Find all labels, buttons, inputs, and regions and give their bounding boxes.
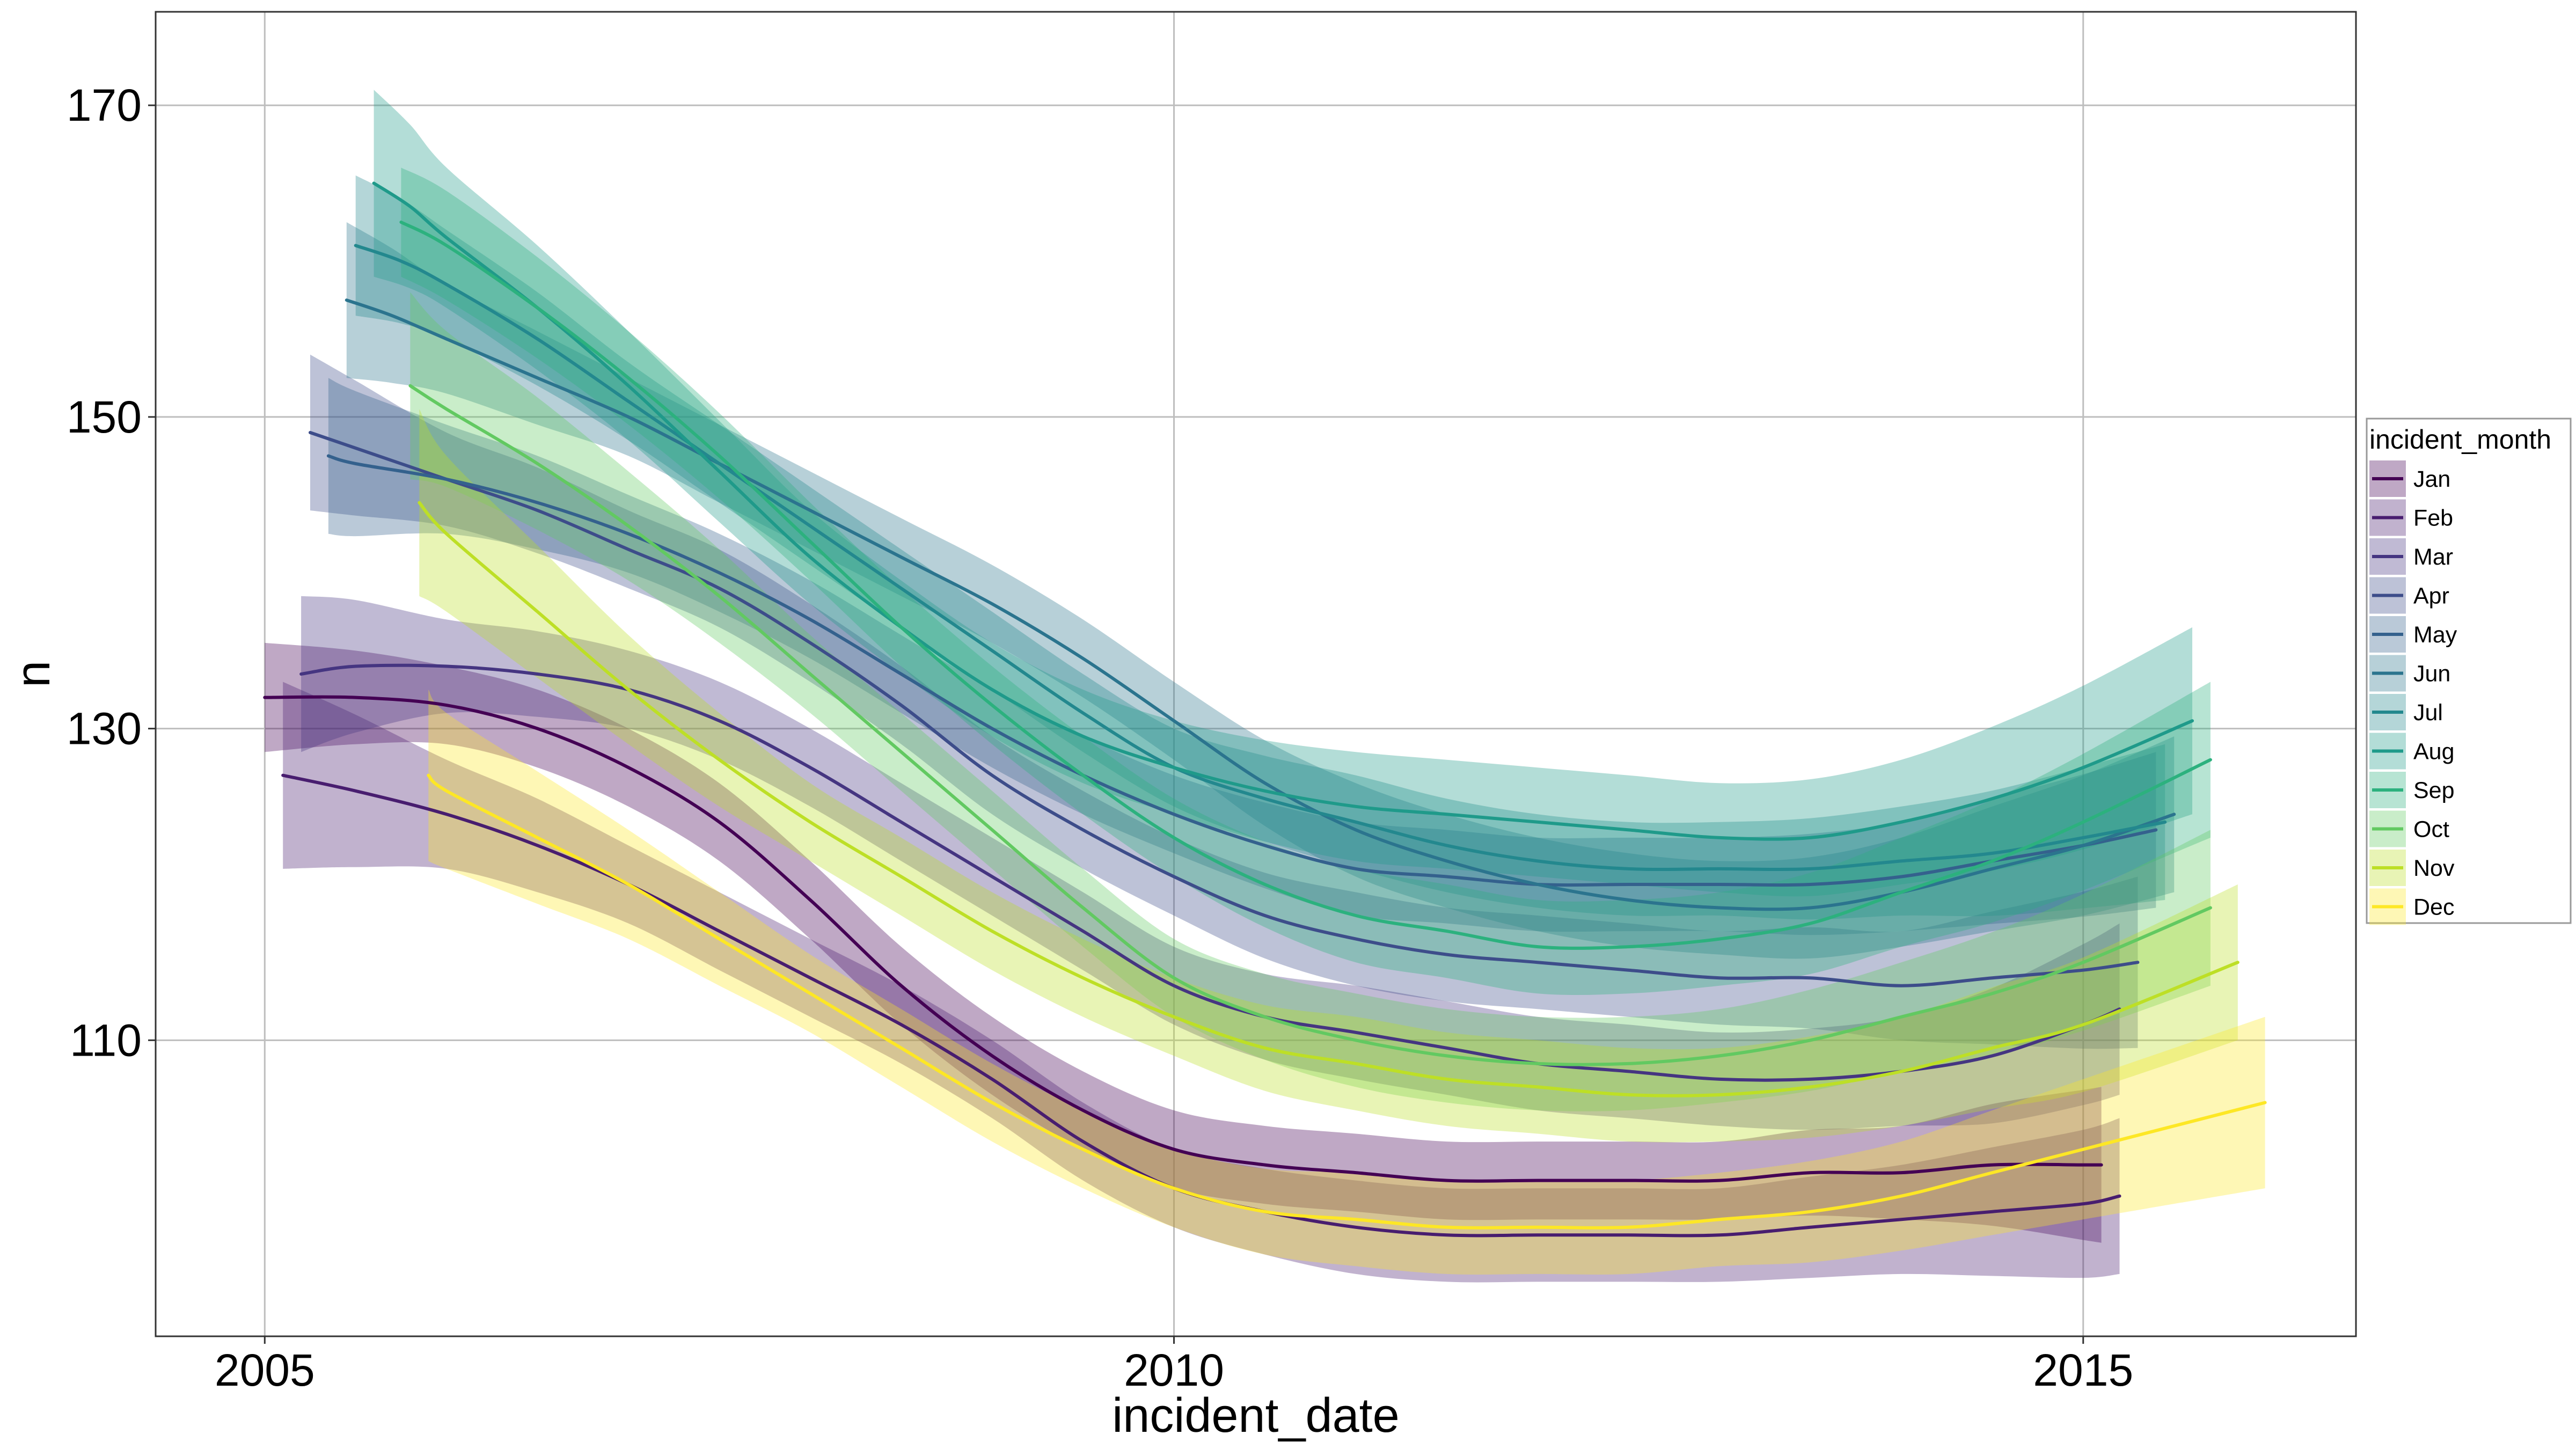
y-axis: 110 130 150 170 xyxy=(67,80,156,1065)
band-jul xyxy=(355,175,2165,920)
band-aug xyxy=(374,90,2192,897)
y-tick-label: 110 xyxy=(70,1015,142,1065)
band-jan xyxy=(265,642,2102,1243)
line-aug xyxy=(372,181,2194,841)
band-nov xyxy=(419,409,2238,1143)
x-axis: 2005 2010 2015 xyxy=(215,1336,2133,1395)
line-apr xyxy=(309,431,2140,987)
legend-label-apr: Apr xyxy=(2413,583,2449,609)
legend-item-feb: Feb xyxy=(2369,499,2453,536)
legend: incident_month Jan Feb Mar Apr May Jun Jul Aug S… xyxy=(2366,418,2572,925)
x-tick-label: 2015 xyxy=(2033,1345,2133,1395)
legend-label-may: May xyxy=(2413,622,2457,648)
y-axis-title: n xyxy=(6,661,60,687)
legend-item-nov: Nov xyxy=(2369,850,2455,886)
legend-label-aug: Aug xyxy=(2413,739,2455,765)
legend-item-apr: Apr xyxy=(2369,577,2449,614)
line-nov xyxy=(418,501,2240,1097)
grid xyxy=(156,12,2356,1336)
line-jun xyxy=(345,298,2176,911)
legend-label-dec: Dec xyxy=(2413,895,2454,920)
line-mar xyxy=(299,663,2121,1082)
x-axis-title: incident_date xyxy=(1112,1389,1399,1443)
line-jul xyxy=(354,244,2167,872)
band-jun xyxy=(346,222,2175,959)
legend-item-oct: Oct xyxy=(2369,810,2449,847)
legend-label-mar: Mar xyxy=(2413,544,2453,570)
band-apr xyxy=(310,354,2138,1049)
legend-label-sep: Sep xyxy=(2413,778,2455,803)
y-tick-label: 150 xyxy=(67,392,142,442)
x-tick-label: 2010 xyxy=(1124,1345,1224,1395)
legend-label-jul: Jul xyxy=(2413,700,2443,726)
legend-item-jan: Jan xyxy=(2369,460,2450,497)
legend-item-sep: Sep xyxy=(2369,772,2455,808)
y-tick-label: 170 xyxy=(67,80,142,130)
plot-border xyxy=(155,11,2357,1337)
legend-label-jan: Jan xyxy=(2413,466,2450,492)
legend-label-jun: Jun xyxy=(2413,661,2450,687)
legend-box xyxy=(2366,418,2572,924)
band-feb xyxy=(283,682,2120,1283)
band-may xyxy=(328,378,2156,935)
legend-item-aug: Aug xyxy=(2369,733,2455,770)
legend-item-mar: Mar xyxy=(2369,538,2453,575)
plot-background xyxy=(156,12,2356,1336)
line-sep xyxy=(399,221,2212,950)
line-dec xyxy=(427,773,2267,1230)
band-oct xyxy=(410,292,2211,1111)
y-tick-label: 130 xyxy=(67,704,142,754)
legend-item-jun: Jun xyxy=(2369,655,2450,692)
legend-item-dec: Dec xyxy=(2369,888,2454,925)
line-oct xyxy=(408,384,2212,1066)
x-tick-label: 2005 xyxy=(215,1345,315,1395)
legend-item-may: May xyxy=(2369,616,2457,653)
line-jan xyxy=(263,695,2103,1183)
legend-title: incident_month xyxy=(2369,425,2551,455)
legend-label-nov: Nov xyxy=(2413,855,2455,881)
series-lines xyxy=(263,181,2267,1238)
confidence-bands xyxy=(265,90,2265,1283)
legend-item-jul: Jul xyxy=(2369,694,2443,730)
legend-label-feb: Feb xyxy=(2413,506,2453,531)
legend-label-oct: Oct xyxy=(2413,817,2449,843)
band-mar xyxy=(301,596,2120,1130)
band-dec xyxy=(428,690,2265,1275)
line-may xyxy=(326,454,2158,887)
